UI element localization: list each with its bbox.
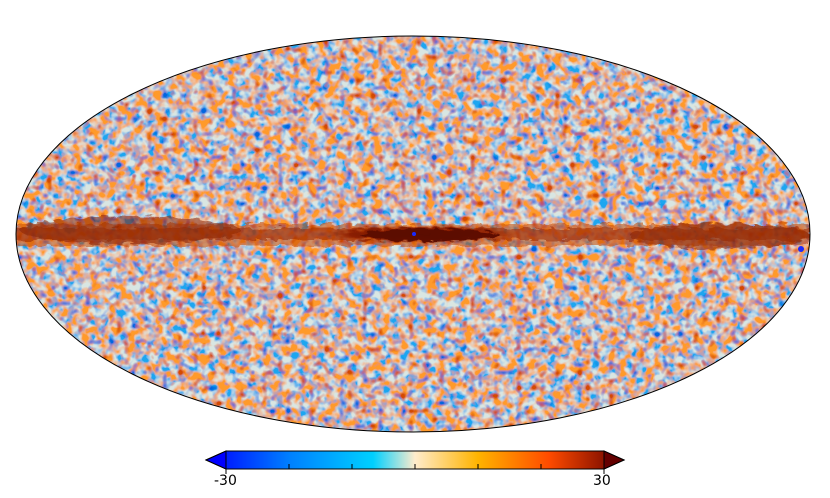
map-outline bbox=[15, 35, 811, 433]
compact-source-marker bbox=[412, 232, 416, 236]
colorbar-max-arrow bbox=[603, 450, 626, 470]
colorbar-max-label: 30 bbox=[593, 473, 611, 489]
compact-source-marker bbox=[798, 246, 804, 252]
colorbar-min-arrow bbox=[204, 450, 227, 470]
colorbar-min-label: -30 bbox=[214, 473, 237, 489]
colorbar-ticks bbox=[225, 464, 605, 474]
